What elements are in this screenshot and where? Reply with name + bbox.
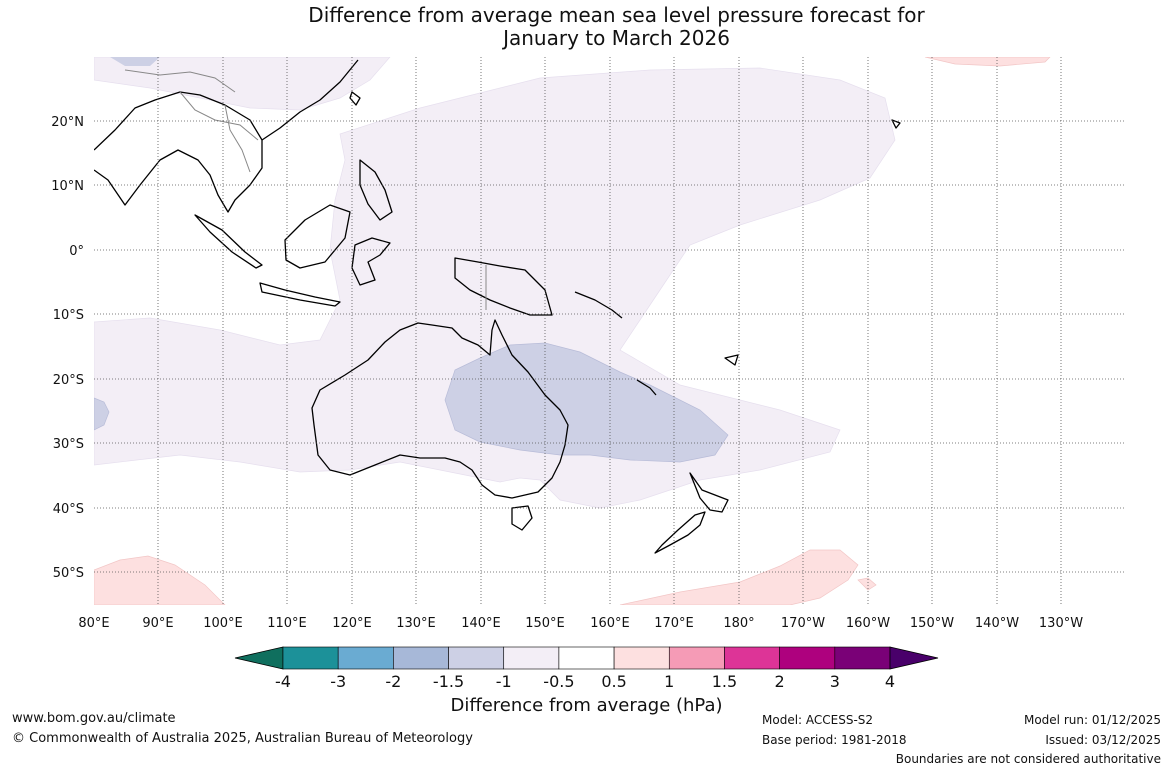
lon-label: 90°E [142, 616, 173, 631]
anomaly-region-positive-southeast [619, 549, 859, 605]
longitude-labels: 80°E 90°E 100°E 110°E 120°E 130°E 140°E … [78, 616, 1083, 631]
coast-sulawesi [351, 237, 391, 286]
coast-sumatra [194, 214, 263, 269]
colorbar-tick-label: 0.5 [601, 672, 626, 690]
country-borders [124, 69, 487, 310]
coast-new-guinea [454, 257, 553, 316]
lon-label: 120°E [332, 616, 372, 631]
anomaly-region-positive-southwest [94, 555, 226, 605]
lon-label: 100°E [203, 616, 243, 631]
anomaly-shading [94, 57, 1125, 605]
coast-mainland-asia [94, 91, 263, 213]
anomaly-region-slight-negative-pacific [94, 67, 896, 509]
boundaries-disclaimer: Boundaries are not considered authoritat… [895, 752, 1161, 766]
coast-borneo [284, 204, 351, 269]
colorbar-segment [558, 646, 615, 670]
model-run-date: Model run: 01/12/2025 [1023, 713, 1161, 727]
lon-label: 150°W [910, 616, 954, 631]
lon-label: 110°E [267, 616, 307, 631]
colorbar-segment [503, 646, 560, 670]
graticule [94, 57, 1125, 605]
coast-new-zealand-north [689, 472, 729, 513]
colorbar-segment [282, 646, 339, 670]
colorbar-extension-high [889, 646, 939, 670]
colorbar-extension-low [234, 646, 284, 670]
latitude-labels: 20°N 10°N 0° 10°S 20°S 30°S 40°S 50°S [51, 115, 84, 581]
coast-hawaii [891, 119, 901, 129]
lat-label: 30°S [53, 437, 84, 452]
colorbar-segment [448, 646, 505, 670]
colorbar-tick-label: 1 [664, 672, 674, 690]
lat-label: 20°N [51, 115, 84, 130]
lon-label: 150°E [525, 616, 565, 631]
colorbar-segment [393, 646, 449, 670]
colorbar-ticks: -4 -3 -2 -1.5 -1 -0.5 0.5 1 1.5 2 3 4 [275, 672, 895, 690]
map-title: Difference from average mean sea level p… [0, 4, 1173, 50]
lon-label: 170°E [654, 616, 694, 631]
colorbar-segment [613, 646, 670, 670]
lon-label: 140°W [975, 616, 1019, 631]
colorbar [234, 646, 939, 670]
colorbar-segment [668, 646, 725, 670]
lat-label: 0° [69, 244, 84, 259]
issued-date: Issued: 03/12/2025 [1045, 733, 1161, 747]
lat-label: 50°S [53, 566, 84, 581]
colorbar-tick-label: -3 [330, 672, 346, 690]
lon-label: 140°E [461, 616, 501, 631]
colorbar-tick-label: -1.5 [433, 672, 464, 690]
lat-label: 10°S [53, 308, 84, 323]
anomaly-region-positive-east-spot [857, 577, 877, 591]
anomaly-region-positive-northeast [924, 57, 1051, 67]
colorbar-segment [779, 646, 836, 670]
coast-australia [311, 319, 569, 499]
colorbar-segment [724, 646, 780, 670]
colorbar-tick-label: -4 [275, 672, 291, 690]
coast-java [259, 282, 341, 307]
lat-label: 20°S [53, 373, 84, 388]
colorbar-segment [337, 646, 394, 670]
lon-label: 160°W [846, 616, 890, 631]
base-period: Base period: 1981-2018 [762, 733, 907, 747]
colorbar-tick-label: 2 [775, 672, 785, 690]
colorbar-tick-label: -2 [385, 672, 401, 690]
colorbar-tick-label: 3 [830, 672, 840, 690]
colorbar-tick-label: -1 [496, 672, 512, 690]
anomaly-region-negative-northwest [110, 57, 160, 66]
title-line-1: Difference from average mean sea level p… [308, 3, 925, 27]
lon-label: 130°E [396, 616, 436, 631]
colorbar-label: Difference from average (hPa) [450, 695, 723, 716]
colorbar-tick-label: 4 [885, 672, 895, 690]
coast-taiwan [349, 91, 361, 106]
lat-label: 40°S [53, 502, 84, 517]
coast-china [261, 59, 359, 141]
lon-label: 130°W [1039, 616, 1083, 631]
lon-label: 180° [723, 616, 754, 631]
lon-label: 80°E [78, 616, 109, 631]
colorbar-segment [834, 646, 891, 670]
colorbar-tick-label: 1.5 [712, 672, 737, 690]
lon-label: 170°W [781, 616, 825, 631]
coast-tasmania [511, 505, 533, 531]
title-line-2: January to March 2026 [503, 26, 730, 50]
coast-new-caledonia [636, 379, 657, 396]
coast-philippines [359, 159, 393, 221]
anomaly-region-slight-negative-north [94, 57, 391, 111]
lat-label: 10°N [51, 179, 84, 194]
coast-new-zealand-south [654, 511, 706, 554]
model-name: Model: ACCESS-S2 [762, 713, 874, 727]
pressure-anomaly-map: 20°N 10°N 0° 10°S 20°S 30°S 40°S 50°S 80… [51, 57, 1125, 690]
copyright-text: © Commonwealth of Australia 2025, Austra… [12, 731, 473, 746]
lon-label: 160°E [590, 616, 630, 631]
coast-fiji [724, 354, 739, 366]
website-text: www.bom.gov.au/climate [12, 711, 176, 726]
anomaly-region-negative-west [94, 397, 110, 431]
colorbar-tick-label: -0.5 [543, 672, 574, 690]
